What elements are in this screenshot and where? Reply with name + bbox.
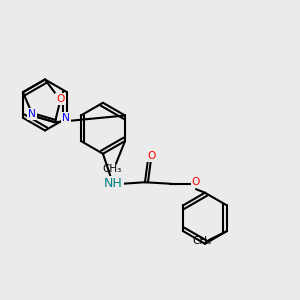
- Text: O: O: [56, 94, 64, 103]
- Text: CH₃: CH₃: [192, 236, 211, 247]
- Text: O: O: [147, 151, 156, 161]
- Text: CH₃: CH₃: [102, 164, 121, 175]
- Text: N: N: [61, 113, 70, 123]
- Text: NH: NH: [104, 177, 123, 190]
- Text: N: N: [28, 109, 35, 119]
- Text: O: O: [192, 177, 200, 187]
